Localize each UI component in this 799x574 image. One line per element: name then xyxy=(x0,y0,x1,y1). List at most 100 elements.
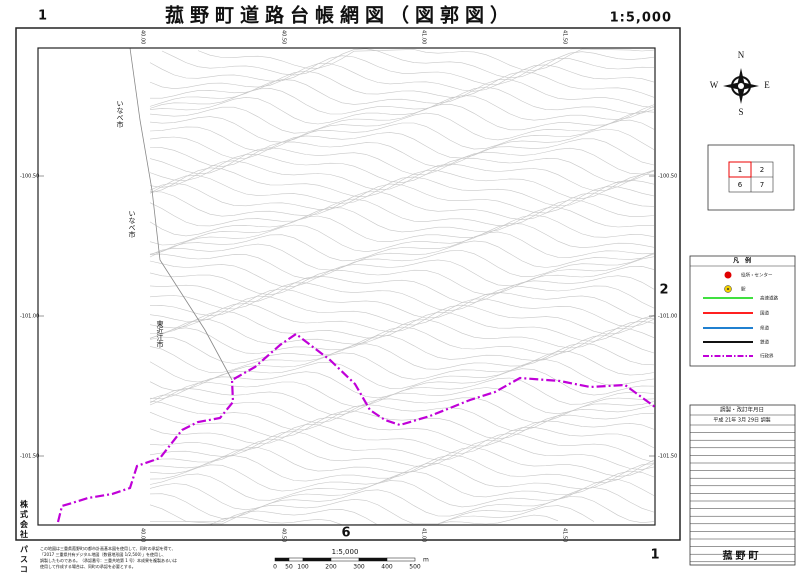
contour-line xyxy=(149,175,655,207)
outer-frame xyxy=(15,27,681,541)
legend-label: 県道 xyxy=(760,325,769,332)
contour-line xyxy=(149,303,655,335)
contour-line xyxy=(149,55,655,85)
revision-table: 調製・改訂年月日 平成 21年 3月 29日 調製 xyxy=(689,404,796,566)
place-label: 東近江市 xyxy=(156,319,164,349)
place-label: いなべ市 xyxy=(128,210,136,239)
contour-line xyxy=(150,447,655,477)
contour-line xyxy=(149,214,655,246)
contour-line xyxy=(149,154,655,184)
legend-symbol xyxy=(727,288,729,290)
contour-line xyxy=(149,319,655,349)
contour-line xyxy=(149,424,655,454)
contour-line xyxy=(149,167,655,200)
legend-symbol xyxy=(724,271,732,279)
town-name: 菰野町 xyxy=(723,549,762,562)
contour-line xyxy=(149,95,655,125)
compass-n: N xyxy=(738,50,745,60)
contour-line xyxy=(149,265,655,296)
contour-line xyxy=(149,63,655,92)
contour-line xyxy=(149,160,655,191)
contour-line xyxy=(149,454,655,483)
scale-segment xyxy=(330,557,360,562)
note-line: 使用して作成する場合は、同町の承認を必要とする。 xyxy=(40,563,136,569)
contours xyxy=(129,47,655,526)
contour-line xyxy=(149,479,655,511)
index-cell: 7 xyxy=(760,181,764,189)
contour-line xyxy=(149,250,655,280)
legend-label: 高速道路 xyxy=(760,295,778,302)
scale-segment xyxy=(386,557,416,562)
contour-line xyxy=(149,103,655,134)
contour-line xyxy=(149,438,655,470)
sheet-number: 1 xyxy=(650,548,659,563)
index-cell: 1 xyxy=(738,166,742,174)
grid-label-x: 41.50 xyxy=(562,30,568,44)
adjacent-sheet: 2 xyxy=(659,283,668,298)
contour-line xyxy=(149,470,655,501)
place-label: いなべ市 xyxy=(116,100,124,129)
grid-label-y: -101.50 xyxy=(658,454,677,460)
contour-line xyxy=(149,198,655,227)
scale-tick-label: 400 xyxy=(381,564,393,571)
compass-s: S xyxy=(738,107,743,117)
grid-label-y: -101.50 xyxy=(20,454,39,460)
scale-unit: m xyxy=(423,557,429,564)
note: この地図は三重県菰野町の都市計画基本図を使用して、同町の承認を得て、「2017 … xyxy=(40,545,177,569)
scale-tick-label: 100 xyxy=(297,564,309,571)
admin-boundary xyxy=(56,332,656,523)
grid-label-x: 40.50 xyxy=(281,528,287,542)
contour-line xyxy=(149,86,655,115)
contour-line xyxy=(149,119,655,152)
contour-line xyxy=(149,288,655,319)
note-line: 調製したものである。（承認番号：三重共地第 1 号）本成果を複製あるいは xyxy=(40,557,177,563)
scale: 1:5,000 xyxy=(610,11,672,26)
contour-line xyxy=(149,410,655,440)
scale-segment xyxy=(302,557,332,562)
scale-tick-label: 500 xyxy=(409,564,421,571)
contour-line xyxy=(149,335,655,364)
contour-line xyxy=(149,138,655,168)
contour-line xyxy=(149,147,655,175)
grid-labels: -100.50 -100.50 -101.00 -101.00 -101.50 -101.… xyxy=(20,30,677,542)
contour-line xyxy=(149,326,655,355)
scale-tick-label: 0 xyxy=(273,564,277,571)
title: 菰野町道路台帳網図（図郭図） xyxy=(165,4,515,27)
contour-line xyxy=(149,128,655,159)
scale-segment xyxy=(274,557,290,562)
contour-line xyxy=(149,256,655,287)
contour-line xyxy=(149,351,655,383)
index-map: 1 2 6 7 xyxy=(707,144,795,211)
contour-line xyxy=(149,111,655,143)
map-frame xyxy=(37,47,656,526)
compass: N S E W xyxy=(710,50,771,117)
contour-line xyxy=(149,79,655,108)
index-cell: 2 xyxy=(760,166,764,174)
legend-title: 凡 例 xyxy=(732,257,751,265)
contour-line xyxy=(149,431,655,463)
contour-line xyxy=(149,496,655,525)
contour-line xyxy=(149,231,655,262)
scale-segment xyxy=(358,557,388,562)
contour-line xyxy=(149,191,655,221)
grid-label-y: -100.50 xyxy=(20,174,39,180)
note-line: この地図は三重県菰野町の都市計画基本図を使用して、同町の承認を得て、 xyxy=(40,545,175,551)
company: 株式会社 パスコ調製 xyxy=(19,499,29,574)
index-cell: 6 xyxy=(738,181,743,189)
contour-line xyxy=(149,223,655,255)
scale-tick-label: 300 xyxy=(353,564,365,571)
contour-line xyxy=(149,487,655,519)
grid-label-x: 40.50 xyxy=(281,30,287,44)
legend-label: 役所・センター xyxy=(741,272,773,279)
grid-label-x: 41.00 xyxy=(421,528,427,542)
contour-line xyxy=(149,207,654,237)
contour-line xyxy=(149,377,655,407)
legend-label: 駅 xyxy=(741,287,746,293)
coast-line xyxy=(129,47,233,381)
grid-label-x: 40.00 xyxy=(140,528,146,542)
grid-label-y: -101.00 xyxy=(20,314,39,320)
